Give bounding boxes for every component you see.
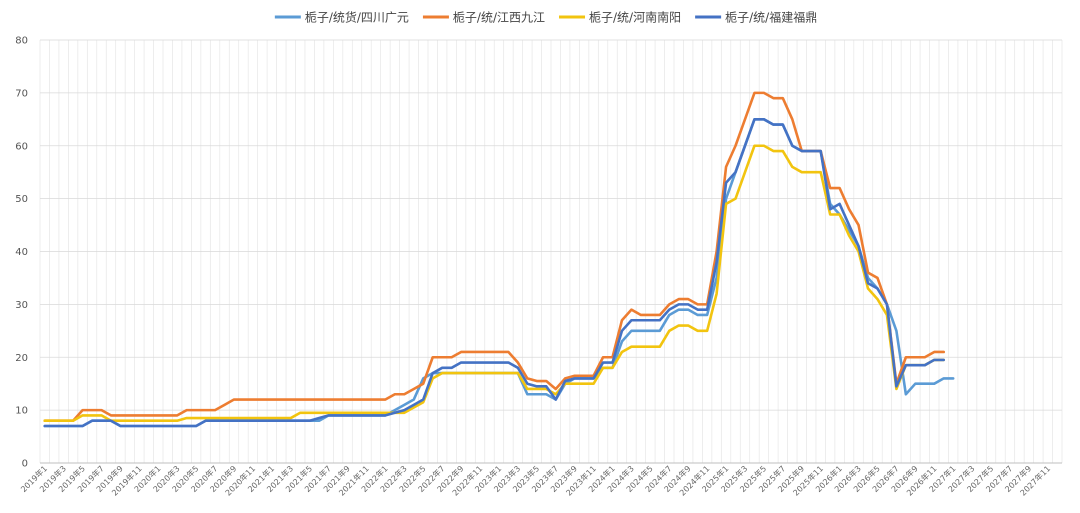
grid xyxy=(39,39,1063,464)
y-tick-label: 70 xyxy=(15,88,28,99)
legend-label: 栀子/统货/四川广元 xyxy=(305,10,409,25)
y-axis-ticks: 0 10 20 30 40 50 60 70 80 xyxy=(15,36,28,470)
y-tick-label: 10 xyxy=(15,406,28,417)
legend: 栀子/统货/四川广元 栀子/统/江西九江 栀子/统/河南南阳 栀子/统/福建福鼎 xyxy=(274,10,817,25)
y-tick-label: 40 xyxy=(15,247,28,258)
legend-label: 栀子/统/江西九江 xyxy=(453,11,545,25)
y-tick-label: 80 xyxy=(15,36,28,47)
series-line xyxy=(43,118,946,428)
series-lines xyxy=(43,91,955,428)
y-tick-label: 50 xyxy=(15,194,28,205)
y-tick-label: 0 xyxy=(22,459,28,470)
series-line xyxy=(43,144,946,423)
legend-label: 栀子/统/河南南阳 xyxy=(589,10,681,25)
series-line xyxy=(43,118,955,428)
y-tick-label: 30 xyxy=(15,300,28,311)
x-axis-ticks: 2019年12019年32019年52019年72019年92019年11202… xyxy=(18,463,1052,497)
y-tick-label: 60 xyxy=(15,141,28,152)
legend-label: 栀子/统/福建福鼎 xyxy=(725,10,817,25)
y-tick-label: 20 xyxy=(15,353,28,364)
series-line xyxy=(43,91,946,423)
